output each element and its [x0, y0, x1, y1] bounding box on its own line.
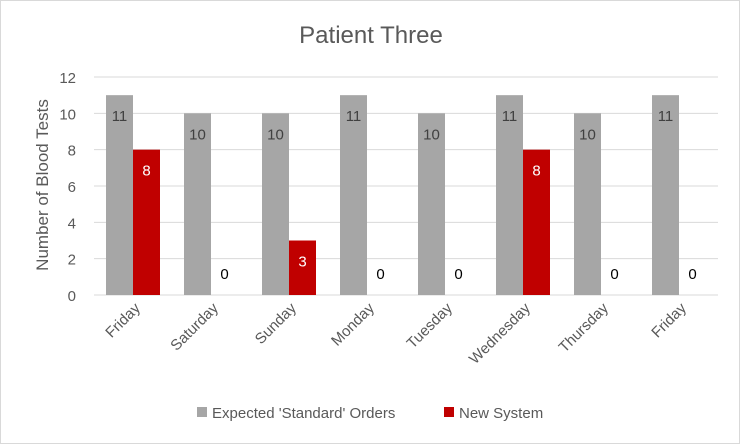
data-label: 0 — [610, 266, 618, 283]
legend-label: New System — [459, 405, 543, 422]
data-label: 0 — [376, 266, 384, 283]
x-tick-label: Friday — [648, 299, 690, 341]
legend: Expected 'Standard' Orders New System — [197, 405, 543, 422]
y-tick-labels: 0 2 4 6 8 10 12 — [59, 70, 76, 305]
data-label: 0 — [220, 266, 228, 283]
bar — [184, 113, 211, 295]
x-tick-label: Thursday — [556, 299, 613, 356]
data-label: 11 — [502, 108, 518, 125]
x-tick-label: Tuesday — [404, 299, 457, 352]
data-label: 8 — [142, 163, 150, 180]
y-tick-label: 10 — [59, 106, 76, 123]
bar — [133, 149, 160, 295]
y-tick-label: 8 — [68, 143, 76, 160]
data-label: 11 — [346, 108, 362, 125]
x-tick-labels: Friday Saturday Sunday Monday Tuesday Wednesd… — [102, 299, 690, 367]
chart-title: Patient Three — [299, 22, 443, 49]
bar — [418, 113, 445, 295]
x-tick-label: Monday — [328, 299, 378, 349]
data-label: 10 — [423, 126, 440, 143]
bar — [340, 95, 367, 296]
y-tick-label: 4 — [68, 215, 76, 232]
data-label: 3 — [298, 254, 306, 271]
y-tick-label: 6 — [68, 179, 76, 196]
bar — [289, 240, 316, 295]
data-label: 10 — [267, 126, 284, 143]
x-tick-label: Friday — [102, 299, 144, 341]
data-label: 0 — [688, 266, 696, 283]
data-label: 10 — [579, 126, 596, 143]
bar — [523, 149, 550, 295]
legend-label: Expected 'Standard' Orders — [212, 405, 395, 422]
x-tick-label: Wednesday — [466, 299, 534, 367]
x-tick-label: Sunday — [252, 299, 300, 347]
data-label: 0 — [454, 266, 462, 283]
legend-swatch — [444, 407, 454, 417]
data-label: 11 — [658, 108, 674, 125]
y-tick-label: 2 — [68, 252, 76, 269]
bar — [106, 95, 133, 296]
data-label: 10 — [189, 126, 206, 143]
bar — [496, 95, 523, 296]
y-tick-label: 12 — [59, 70, 76, 87]
bars — [106, 95, 679, 296]
y-tick-label: 0 — [68, 288, 76, 305]
bar — [262, 113, 289, 295]
legend-swatch — [197, 407, 207, 417]
bar — [652, 95, 679, 296]
y-axis-label: Number of Blood Tests — [33, 99, 52, 271]
x-tick-label: Saturday — [167, 299, 222, 354]
data-labels: 11 8 10 0 10 3 11 0 10 0 11 8 10 0 11 0 — [112, 108, 697, 283]
data-label: 8 — [532, 163, 540, 180]
data-label: 11 — [112, 108, 128, 125]
bar — [574, 113, 601, 295]
